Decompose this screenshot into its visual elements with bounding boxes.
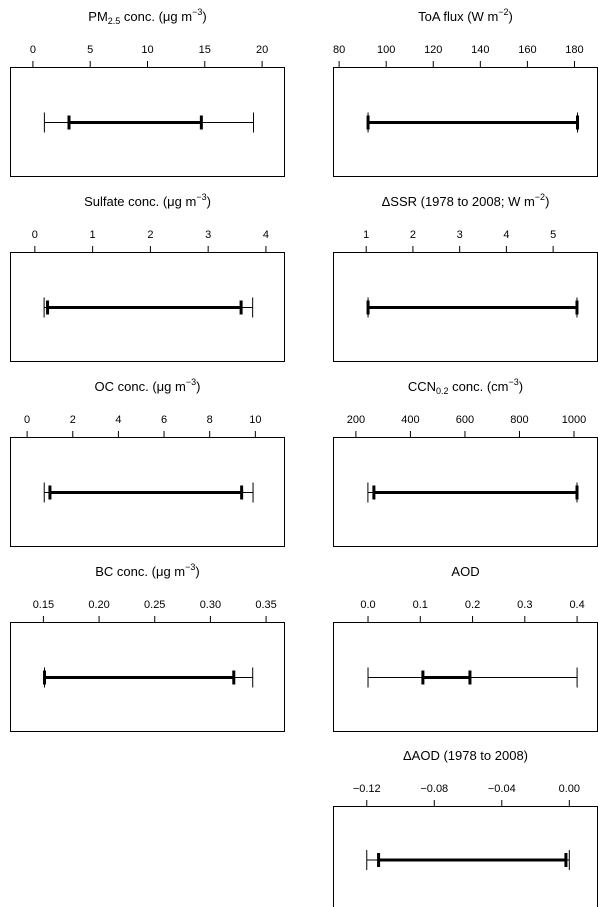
- x-tick-label: 4: [503, 229, 509, 241]
- x-tick-label: 2: [147, 229, 153, 241]
- title-part: ΔSSR (1978 to 2008; W m: [382, 194, 535, 209]
- x-tick-label: 5: [550, 229, 556, 241]
- x-tick-label: 0: [32, 229, 38, 241]
- x-tick-label: 3: [457, 229, 463, 241]
- x-tick-label: 80: [333, 44, 345, 56]
- panel: OC conc. (μg m−3) 0 2 4 6 8 10: [10, 377, 285, 547]
- x-tick-label: 15: [199, 44, 211, 56]
- x-tick-label: 0.25: [144, 599, 165, 611]
- x-tick-label: 100: [377, 44, 395, 56]
- panel: ΔSSR (1978 to 2008; W m−2) 1 2 3 4 5: [333, 192, 598, 362]
- x-tick-label: 1: [363, 229, 369, 241]
- title-part: 0.2: [436, 386, 449, 396]
- panel-title: ΔSSR (1978 to 2008; W m−2): [382, 192, 550, 209]
- panel: ToA flux (W m−2) 80 100 120 140 160 180: [333, 7, 598, 177]
- panel-frame: [10, 622, 285, 732]
- panel: AOD 0.0 0.1 0.2 0.3 0.4: [333, 564, 598, 732]
- title-part: −3: [192, 7, 202, 17]
- title-part: ToA flux (W m: [418, 9, 498, 24]
- panel-title: ΔAOD (1978 to 2008): [403, 748, 528, 763]
- x-tick-label: 0.20: [88, 599, 109, 611]
- title-part: −3: [509, 377, 519, 387]
- x-tick-label: 0.35: [255, 599, 276, 611]
- panel-frame: [333, 806, 598, 907]
- x-tick-label: 3: [205, 229, 211, 241]
- x-tick-label: 10: [141, 44, 153, 56]
- x-tick-label: 0.30: [200, 599, 221, 611]
- x-tick-label: 0.0: [360, 599, 375, 611]
- x-tick-label: 400: [401, 414, 419, 426]
- x-tick-label: 800: [510, 414, 528, 426]
- title-part: BC conc. (μg m: [95, 564, 185, 579]
- title-part: CCN: [408, 379, 436, 394]
- panel-frame: [10, 67, 285, 177]
- title-part: conc. (μg m: [120, 9, 192, 24]
- panel-title: BC conc. (μg m−3): [95, 562, 199, 579]
- title-part: conc. (cm: [449, 379, 509, 394]
- x-tick-label: 2: [70, 414, 76, 426]
- panel: BC conc. (μg m−3) 0.15 0.20 0.25 0.30 0.35: [10, 562, 285, 732]
- x-tick-label: 0.00: [559, 783, 580, 795]
- x-tick-label: 0.15: [33, 599, 54, 611]
- title-part: ΔAOD (1978 to 2008): [403, 748, 528, 763]
- title-part: ): [545, 194, 549, 209]
- x-tick-label: 4: [263, 229, 269, 241]
- title-part: Sulfate conc. (μg m: [84, 194, 196, 209]
- title-part: −2: [498, 7, 508, 17]
- title-part: −3: [186, 377, 196, 387]
- title-part: ): [509, 9, 513, 24]
- panel-title: Sulfate conc. (μg m−3): [84, 192, 211, 209]
- panel: ΔAOD (1978 to 2008) −0.12 −0.08 −0.04 0.00: [333, 748, 598, 907]
- x-tick-label: 0.4: [569, 599, 584, 611]
- x-tick-label: 0.1: [413, 599, 428, 611]
- x-tick-label: 1: [90, 229, 96, 241]
- title-part: ): [207, 194, 211, 209]
- panel-frame: [10, 437, 285, 547]
- x-tick-label: 600: [456, 414, 474, 426]
- panel-title: CCN0.2 conc. (cm−3): [408, 377, 523, 396]
- x-tick-label: 0: [30, 44, 36, 56]
- x-tick-label: 8: [207, 414, 213, 426]
- panel-title: ToA flux (W m−2): [418, 7, 513, 24]
- x-tick-label: 10: [249, 414, 261, 426]
- x-tick-label: 5: [87, 44, 93, 56]
- x-tick-label: 180: [565, 44, 583, 56]
- title-part: ): [196, 379, 200, 394]
- x-tick-label: −0.12: [353, 783, 381, 795]
- panel-title: OC conc. (μg m−3): [95, 377, 201, 394]
- x-tick-label: −0.04: [488, 783, 516, 795]
- panel-title: AOD: [451, 564, 479, 579]
- x-tick-label: 200: [347, 414, 365, 426]
- title-part: −3: [185, 562, 195, 572]
- title-part: ): [202, 9, 206, 24]
- x-tick-label: 1000: [562, 414, 586, 426]
- panel-frame: [10, 252, 285, 362]
- x-tick-label: 2: [410, 229, 416, 241]
- x-tick-label: 0: [24, 414, 30, 426]
- x-tick-label: −0.08: [420, 783, 448, 795]
- x-tick-label: 120: [424, 44, 442, 56]
- panel: PM2.5 conc. (μg m−3) 0 5 10 15 20: [10, 7, 285, 177]
- title-part: ): [519, 379, 523, 394]
- x-tick-label: 6: [161, 414, 167, 426]
- x-tick-label: 160: [518, 44, 536, 56]
- panel: CCN0.2 conc. (cm−3) 200 400 600 800 1000: [333, 377, 598, 547]
- x-tick-label: 140: [471, 44, 489, 56]
- panel: Sulfate conc. (μg m−3) 0 1 2 3 4: [10, 192, 285, 362]
- title-part: PM: [88, 9, 108, 24]
- title-part: 2.5: [108, 16, 121, 26]
- x-tick-label: 0.2: [465, 599, 480, 611]
- title-part: AOD: [451, 564, 479, 579]
- x-tick-label: 0.3: [517, 599, 532, 611]
- title-part: OC conc. (μg m: [95, 379, 186, 394]
- panel-title: PM2.5 conc. (μg m−3): [88, 7, 206, 26]
- title-part: ): [195, 564, 199, 579]
- x-tick-label: 20: [256, 44, 268, 56]
- x-tick-label: 4: [115, 414, 121, 426]
- title-part: −3: [196, 192, 206, 202]
- title-part: −2: [535, 192, 545, 202]
